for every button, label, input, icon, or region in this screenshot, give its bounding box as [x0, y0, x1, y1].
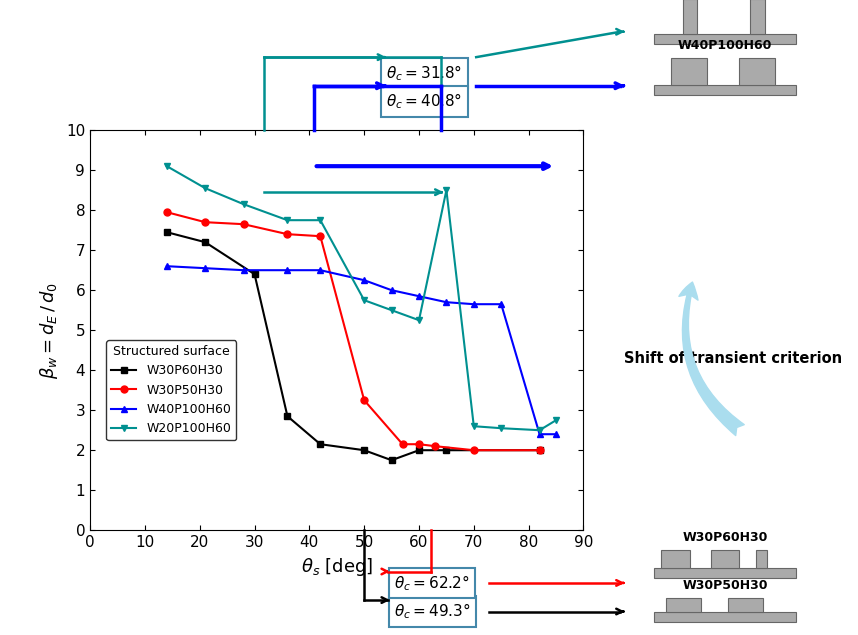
W30P50H30	[359, 396, 369, 404]
W30P50H30	[239, 220, 249, 228]
W40P100H60	[386, 286, 396, 294]
W30P50H30	[315, 232, 325, 240]
Line: W20P100H60: W20P100H60	[163, 163, 559, 434]
W40P100H60	[239, 266, 249, 274]
W30P50H30	[397, 441, 408, 448]
W40P100H60	[468, 300, 479, 308]
W30P60H30	[161, 229, 172, 236]
Line: W30P60H30: W30P60H30	[163, 229, 543, 464]
W30P50H30	[161, 208, 172, 216]
W30P60H30	[282, 412, 293, 420]
Y-axis label: $\beta_w = d_E\,/\,d_0$: $\beta_w = d_E\,/\,d_0$	[39, 282, 60, 378]
W40P100H60	[414, 292, 424, 300]
W30P60H30	[359, 446, 369, 454]
W20P100H60	[239, 201, 249, 208]
W40P100H60	[496, 300, 506, 308]
W40P100H60	[535, 431, 545, 438]
W30P50H30	[535, 446, 545, 454]
W40P100H60	[200, 264, 210, 272]
Text: W30P50H30: W30P50H30	[682, 579, 768, 592]
W40P100H60	[161, 262, 172, 270]
W30P50H30	[468, 446, 479, 454]
W20P100H60	[386, 306, 396, 314]
Line: W30P50H30: W30P50H30	[163, 209, 543, 453]
W20P100H60	[161, 163, 172, 170]
Legend: W30P60H30, W30P50H30, W40P100H60, W20P100H60: W30P60H30, W30P50H30, W40P100H60, W20P10…	[106, 340, 236, 440]
Text: Shift of transient criterion: Shift of transient criterion	[624, 351, 842, 366]
Text: $\theta_c = 62.2°$: $\theta_c = 62.2°$	[394, 573, 470, 593]
W40P100H60	[315, 266, 325, 274]
W20P100H60	[535, 427, 545, 434]
W40P100H60	[441, 298, 451, 306]
W20P100H60	[468, 422, 479, 430]
W30P60H30	[441, 446, 451, 454]
W20P100H60	[200, 184, 210, 192]
W30P50H30	[430, 443, 441, 450]
W40P100H60	[359, 276, 369, 284]
W20P100H60	[282, 217, 293, 224]
W20P100H60	[315, 217, 325, 224]
W20P100H60	[414, 316, 424, 324]
Text: $\theta_c = 49.3°$: $\theta_c = 49.3°$	[394, 601, 471, 622]
W40P100H60	[282, 266, 293, 274]
Text: W40P100H60: W40P100H60	[678, 39, 772, 52]
W20P100H60	[441, 186, 451, 194]
W30P60H30	[250, 271, 260, 278]
Text: $\theta_c = 40.8°$: $\theta_c = 40.8°$	[386, 91, 462, 112]
W30P60H30	[200, 238, 210, 246]
W20P100H60	[359, 297, 369, 304]
W30P50H30	[200, 218, 210, 226]
Text: W30P60H30: W30P60H30	[682, 531, 768, 544]
Line: W40P100H60: W40P100H60	[163, 263, 559, 438]
W30P60H30	[315, 441, 325, 448]
W30P50H30	[282, 231, 293, 238]
W30P60H30	[414, 446, 424, 454]
W40P100H60	[551, 431, 561, 438]
W30P60H30	[386, 457, 396, 464]
W20P100H60	[551, 417, 561, 424]
W30P50H30	[414, 441, 424, 448]
Text: $\theta_c = 31.8°$: $\theta_c = 31.8°$	[386, 63, 462, 83]
W20P100H60	[496, 424, 506, 432]
W30P60H30	[535, 446, 545, 454]
X-axis label: $\theta_s$ [deg]: $\theta_s$ [deg]	[300, 556, 373, 578]
